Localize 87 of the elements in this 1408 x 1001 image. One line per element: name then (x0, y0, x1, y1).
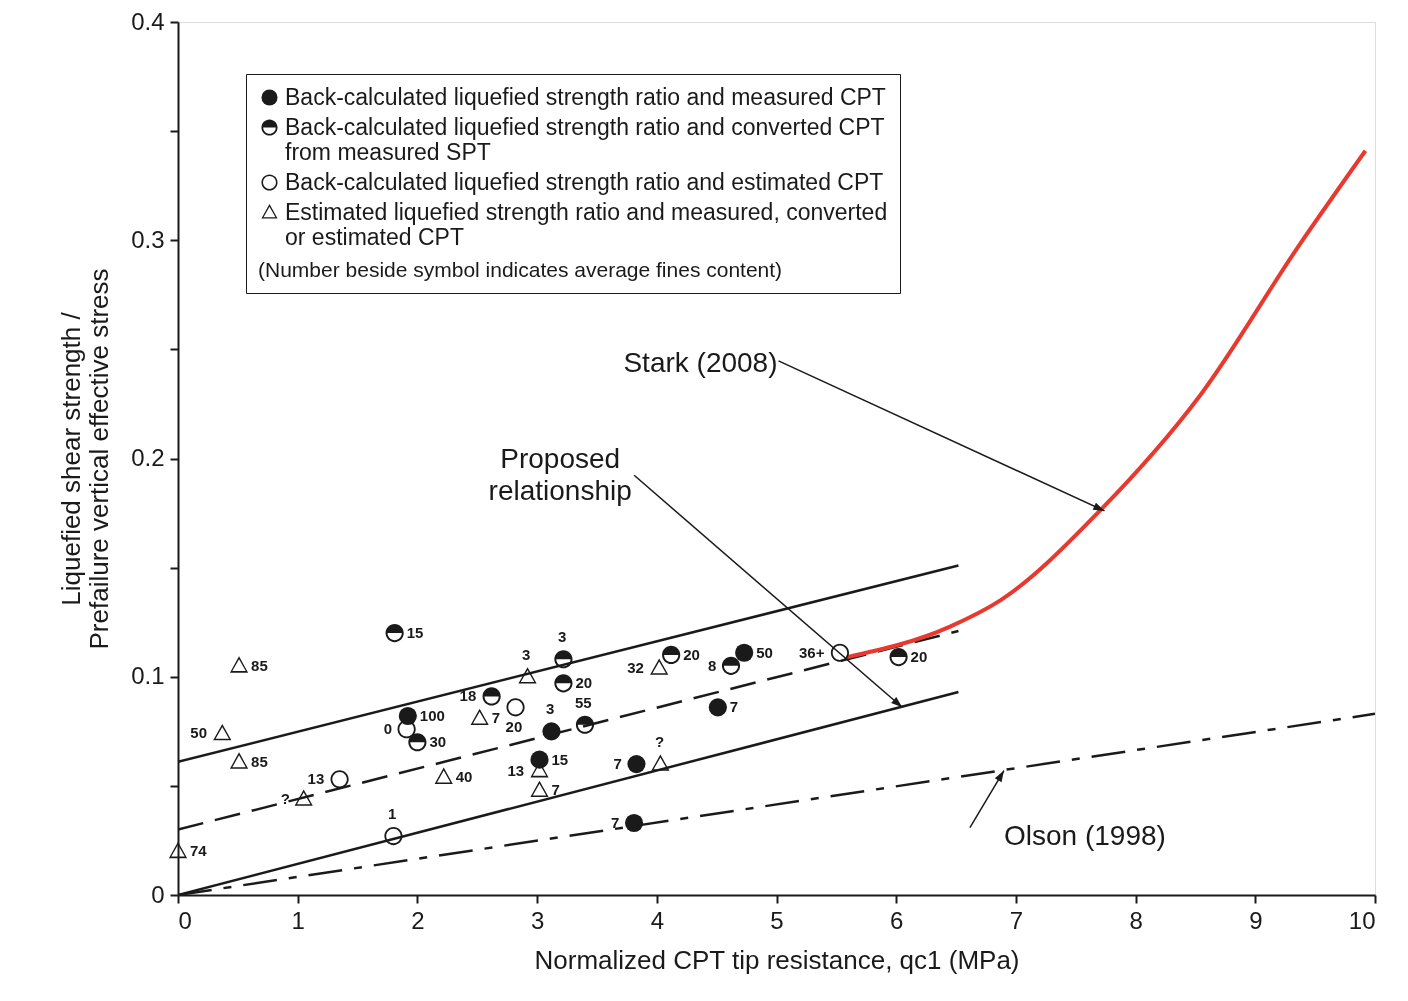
y-axis-title: Liquefied shear strength / Prefailure vertical effective stress (56, 268, 115, 650)
annotation: 3 (522, 645, 531, 663)
x-tick-label: 5 (770, 906, 784, 934)
x-tick-label: 9 (1249, 906, 1263, 934)
y-tick-label: 0 (151, 880, 165, 908)
annotation: 7 (491, 709, 500, 727)
annotation: 7 (551, 781, 560, 799)
annotation: 7 (611, 813, 620, 831)
point (650, 658, 669, 675)
x-tick-label: 4 (650, 906, 664, 934)
annotation: 85 (251, 656, 268, 674)
annotation: 32 (627, 659, 644, 677)
x-tick-label: 1 (291, 906, 305, 934)
point (662, 645, 681, 665)
annotation: 13 (307, 770, 325, 788)
point (830, 643, 850, 662)
legend-label: Back-calculated liquefied strength ratio and measured CPT (285, 83, 886, 110)
annotation: 18 (459, 687, 477, 705)
point (506, 698, 525, 717)
point (397, 720, 416, 739)
x-tick-label: 7 (1009, 906, 1024, 934)
annotation: 85 (251, 752, 268, 770)
legend-label: Back-calculated liquefied strength ratio and converted CPT from measured SPT (285, 113, 885, 165)
annotation: 1 (387, 805, 397, 823)
point (408, 733, 427, 752)
y-tick-label: 0.3 (131, 225, 165, 253)
point (384, 826, 403, 846)
annotation: 15 (406, 624, 424, 642)
point (708, 698, 727, 717)
annotation: 0 (383, 720, 392, 738)
point (398, 706, 417, 726)
annotation: 3 (545, 700, 555, 718)
x-tick-label: 3 (530, 906, 545, 934)
point (330, 770, 349, 789)
annotation: 20 (910, 648, 928, 666)
annotation: Olson (1998) (1003, 819, 1166, 851)
point (889, 648, 908, 667)
annotation: 13 (507, 761, 525, 779)
annotation: 7 (613, 755, 622, 773)
y-tick-label: 0.2 (131, 444, 165, 471)
annotation: 8 (708, 656, 717, 674)
annotation: 7 (729, 698, 739, 716)
annotation: 50 (190, 724, 207, 742)
point (229, 752, 249, 769)
x-tick-label: 6 (890, 906, 904, 934)
point (542, 722, 561, 741)
annotation: Stark (2008) (623, 346, 778, 378)
point (575, 715, 595, 734)
y-tick-label: 0.1 (131, 662, 165, 690)
point (627, 754, 646, 774)
point (482, 687, 501, 706)
point (554, 674, 573, 693)
point (294, 789, 313, 806)
point (518, 667, 537, 684)
annotation: 15 (551, 750, 569, 768)
point (735, 643, 754, 662)
annotation: ? (654, 733, 665, 751)
annotation: 74 (190, 842, 208, 860)
annotation: 30 (429, 733, 447, 751)
x-tick-label: 10 (1348, 906, 1376, 934)
annotation: Proposed relationship (488, 443, 632, 507)
point (470, 708, 489, 726)
point (385, 624, 404, 643)
point (554, 650, 573, 669)
point (624, 813, 644, 833)
annotation: 50 (756, 643, 773, 661)
x-axis-title: Normalized CPT tip resistance, qc1 (MPa) (534, 944, 1020, 975)
x-tick-label: 8 (1129, 906, 1143, 934)
y-tick-label: 0.4 (131, 7, 165, 35)
legend-title: (Number beside symbol indicates average fines content) (258, 258, 783, 281)
x-tick-label: 2 (411, 906, 425, 934)
annotation: 100 (419, 707, 445, 725)
legend-label: Back-calculated liquefied strength ratio and estimated CPT (285, 168, 884, 195)
legend-label: Estimated liquefied strength ratio and measured, converted or estimated CPT (285, 198, 888, 250)
annotation: 36+ (798, 643, 825, 661)
annotation: 20 (505, 718, 523, 736)
annotation: 40 (455, 768, 473, 786)
point (229, 656, 249, 673)
annotation: ? (280, 789, 290, 807)
point (721, 656, 741, 675)
point (651, 754, 670, 771)
annotation: 55 (574, 693, 592, 711)
annotation: 3 (557, 628, 567, 646)
annotation: 20 (683, 645, 700, 663)
point (434, 767, 453, 784)
x-tick-label: 0 (178, 906, 192, 934)
annotation: 20 (575, 674, 593, 692)
